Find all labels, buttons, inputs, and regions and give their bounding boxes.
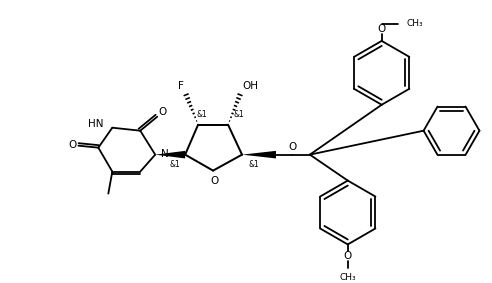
Text: O: O [343,251,352,261]
Text: CH₃: CH₃ [406,20,423,29]
Text: O: O [68,140,77,150]
Text: CH₃: CH₃ [339,273,356,282]
Text: &1: &1 [197,110,208,119]
Text: O: O [289,142,297,152]
Polygon shape [155,151,185,158]
Text: O: O [158,107,166,117]
Text: N: N [161,149,169,159]
Text: &1: &1 [234,110,245,119]
Text: &1: &1 [170,160,181,169]
Text: F: F [178,81,184,91]
Text: HN: HN [88,119,103,129]
Text: &1: &1 [248,160,259,169]
Text: O: O [377,24,386,34]
Text: OH: OH [242,81,258,91]
Polygon shape [242,151,276,158]
Text: O: O [210,175,218,186]
